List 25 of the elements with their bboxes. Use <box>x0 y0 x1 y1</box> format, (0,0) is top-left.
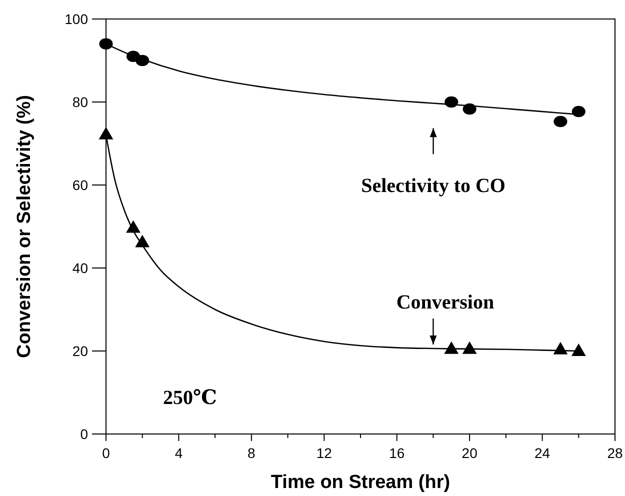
x-tick-label: 0 <box>102 445 110 461</box>
y-axis-title: Conversion or Selectivity (%) <box>14 95 35 358</box>
point <box>462 341 477 354</box>
annotation: Selectivity to CO <box>361 175 506 198</box>
x-tick-label: 16 <box>389 445 405 461</box>
y-tick-label: 100 <box>64 10 88 27</box>
point <box>571 344 586 356</box>
annotation: 250℃ <box>163 387 217 409</box>
x-tick-label: 28 <box>607 445 623 461</box>
annotation: Conversion <box>396 292 494 314</box>
point <box>572 106 586 118</box>
point <box>554 116 568 128</box>
point <box>135 234 150 248</box>
x-tick-label: 8 <box>248 445 256 461</box>
x-tick-label: 24 <box>534 445 550 461</box>
y-tick-label: 60 <box>72 176 88 193</box>
x-tick-label: 4 <box>174 445 183 461</box>
y-tick-label: 40 <box>72 260 88 276</box>
point <box>99 38 113 50</box>
y-tick-label: 0 <box>80 426 88 442</box>
x-tick-label: 20 <box>462 445 478 461</box>
y-tick-label: 20 <box>72 342 88 359</box>
x-tick-label: 12 <box>316 445 332 461</box>
x-axis-title: Time on Stream (hr) <box>270 472 450 493</box>
y-tick-label: 80 <box>72 94 88 110</box>
